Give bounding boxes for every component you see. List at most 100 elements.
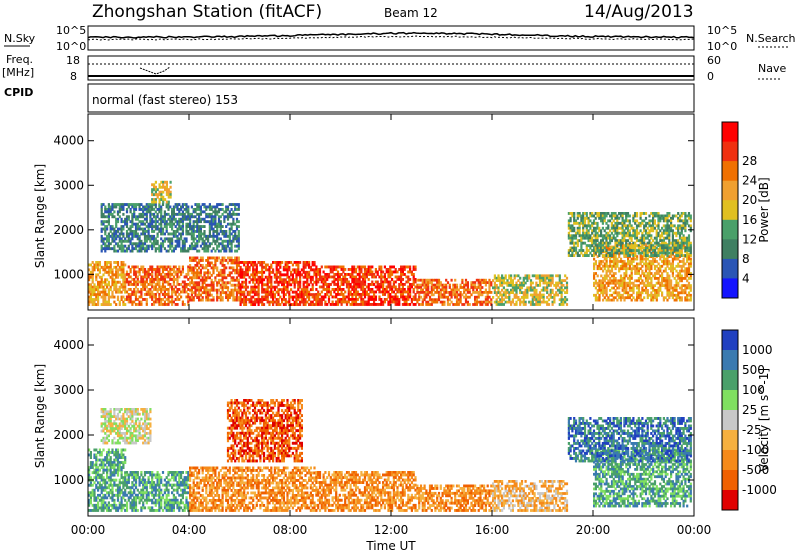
heatmap-cell <box>106 247 109 251</box>
heatmap-cell <box>196 212 199 216</box>
heatmap-cell <box>234 222 237 226</box>
heatmap-cell <box>129 230 132 233</box>
heatmap-cell <box>208 242 211 246</box>
heatmap-cell <box>653 274 657 278</box>
heatmap-cell <box>167 203 170 206</box>
heatmap-cell <box>107 239 110 243</box>
heatmap-cell <box>542 276 545 280</box>
heatmap-cell <box>208 244 211 248</box>
heatmap-cell <box>650 296 653 300</box>
heatmap-cell <box>217 220 221 224</box>
heatmap-cell <box>398 288 401 291</box>
heatmap-cell <box>91 285 94 289</box>
heatmap-cell <box>351 265 354 269</box>
heatmap-cell <box>154 293 157 296</box>
heatmap-cell <box>524 288 527 292</box>
heatmap-cell <box>585 251 588 255</box>
heatmap-cell <box>214 239 217 243</box>
heatmap-cell <box>574 231 578 235</box>
heatmap-cell <box>583 231 587 235</box>
heatmap-cell <box>102 237 105 241</box>
heatmap-cell <box>156 193 159 197</box>
heatmap-cell <box>582 212 585 215</box>
heatmap-cell <box>207 283 210 287</box>
heatmap-cell <box>677 296 680 300</box>
heatmap-cell <box>205 288 208 292</box>
heatmap-cell <box>659 255 662 258</box>
heatmap-cell <box>513 274 516 278</box>
heatmap-cell <box>104 278 107 282</box>
heatmap-cell <box>145 208 148 211</box>
heatmap-cell <box>513 276 516 280</box>
heatmap-cell <box>198 220 201 224</box>
heatmap-cell <box>528 288 531 292</box>
heatmap-cell <box>234 244 237 248</box>
heatmap-cell <box>533 296 536 299</box>
heatmap-cell <box>261 265 264 269</box>
heatmap-cell <box>322 280 325 284</box>
heatmap-cell <box>383 265 386 269</box>
heatmap-cell <box>687 272 691 275</box>
heatmap-cell <box>118 268 121 272</box>
heatmap-cell <box>145 230 148 233</box>
heatmap-cell <box>118 208 121 211</box>
heatmap-cell <box>673 277 676 280</box>
heatmap-cell <box>610 224 613 228</box>
heatmap-cell <box>414 295 417 299</box>
heatmap-cell <box>664 260 667 263</box>
heatmap-cell <box>362 303 365 306</box>
heatmap-cell <box>333 290 336 294</box>
heatmap-cell <box>104 225 107 228</box>
heatmap-cell <box>477 295 480 299</box>
heatmap-cell <box>657 277 660 280</box>
heatmap-cell <box>382 275 385 279</box>
heatmap-cell <box>246 261 249 264</box>
heatmap-cell <box>165 265 168 269</box>
heatmap-cell <box>194 283 197 287</box>
heatmap-cell <box>331 265 334 269</box>
heatmap-cell <box>591 229 594 233</box>
heatmap-cell <box>630 252 633 256</box>
heatmap-cell <box>600 229 603 233</box>
heatmap-cell <box>152 239 156 243</box>
heatmap-cell <box>383 293 386 296</box>
heatmap-cell <box>109 234 112 238</box>
heatmap-cell <box>499 281 502 285</box>
heatmap-cell <box>171 293 174 296</box>
heatmap-cell <box>594 234 597 238</box>
heatmap-cell <box>142 288 145 291</box>
heatmap-cell <box>306 280 309 284</box>
heatmap-cell <box>129 203 132 206</box>
heatmap-cell <box>614 289 617 292</box>
heatmap-cell <box>158 288 161 291</box>
heatmap-cell <box>243 300 246 304</box>
heatmap-cell <box>98 280 101 284</box>
heatmap-cell <box>167 298 170 301</box>
heatmap-cell <box>181 244 184 248</box>
heatmap-cell <box>628 264 631 268</box>
heatmap-cell <box>223 259 226 262</box>
heatmap-cell <box>163 280 166 284</box>
heatmap-cell <box>192 286 195 290</box>
heatmap-cell <box>573 241 576 245</box>
heatmap-cell <box>441 303 444 306</box>
heatmap-cell <box>152 278 156 281</box>
heatmap-cell <box>569 249 572 252</box>
heatmap-cell <box>102 247 105 251</box>
heatmap-cell <box>382 280 385 284</box>
heatmap-cell <box>142 283 145 286</box>
heatmap-cell <box>441 293 444 297</box>
heatmap-cell <box>573 234 576 238</box>
heatmap-cell <box>189 225 192 228</box>
heatmap-cell <box>136 217 139 221</box>
heatmap-cell <box>219 220 222 224</box>
heatmap-cell <box>317 300 320 304</box>
heatmap-cell <box>544 274 547 278</box>
heatmap-cell <box>187 298 190 301</box>
heatmap-cell <box>235 212 239 216</box>
heatmap-cell <box>261 290 264 294</box>
heatmap-cell <box>466 288 469 292</box>
heatmap-cell <box>136 298 139 301</box>
heatmap-cell <box>143 285 147 289</box>
heatmap-cell <box>587 254 590 257</box>
